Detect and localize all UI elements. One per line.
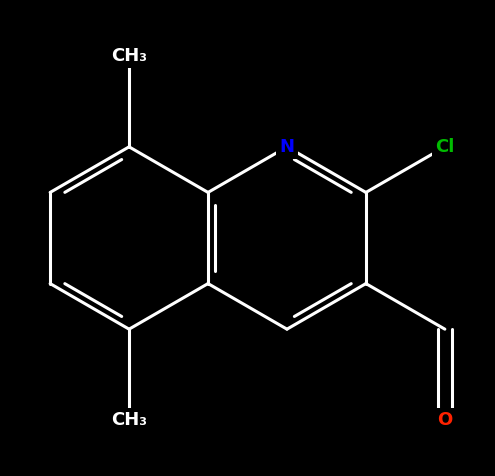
Text: N: N (280, 138, 295, 156)
Text: CH₃: CH₃ (111, 411, 147, 429)
Text: O: O (437, 411, 452, 429)
Text: Cl: Cl (435, 138, 454, 156)
Text: CH₃: CH₃ (111, 47, 147, 65)
